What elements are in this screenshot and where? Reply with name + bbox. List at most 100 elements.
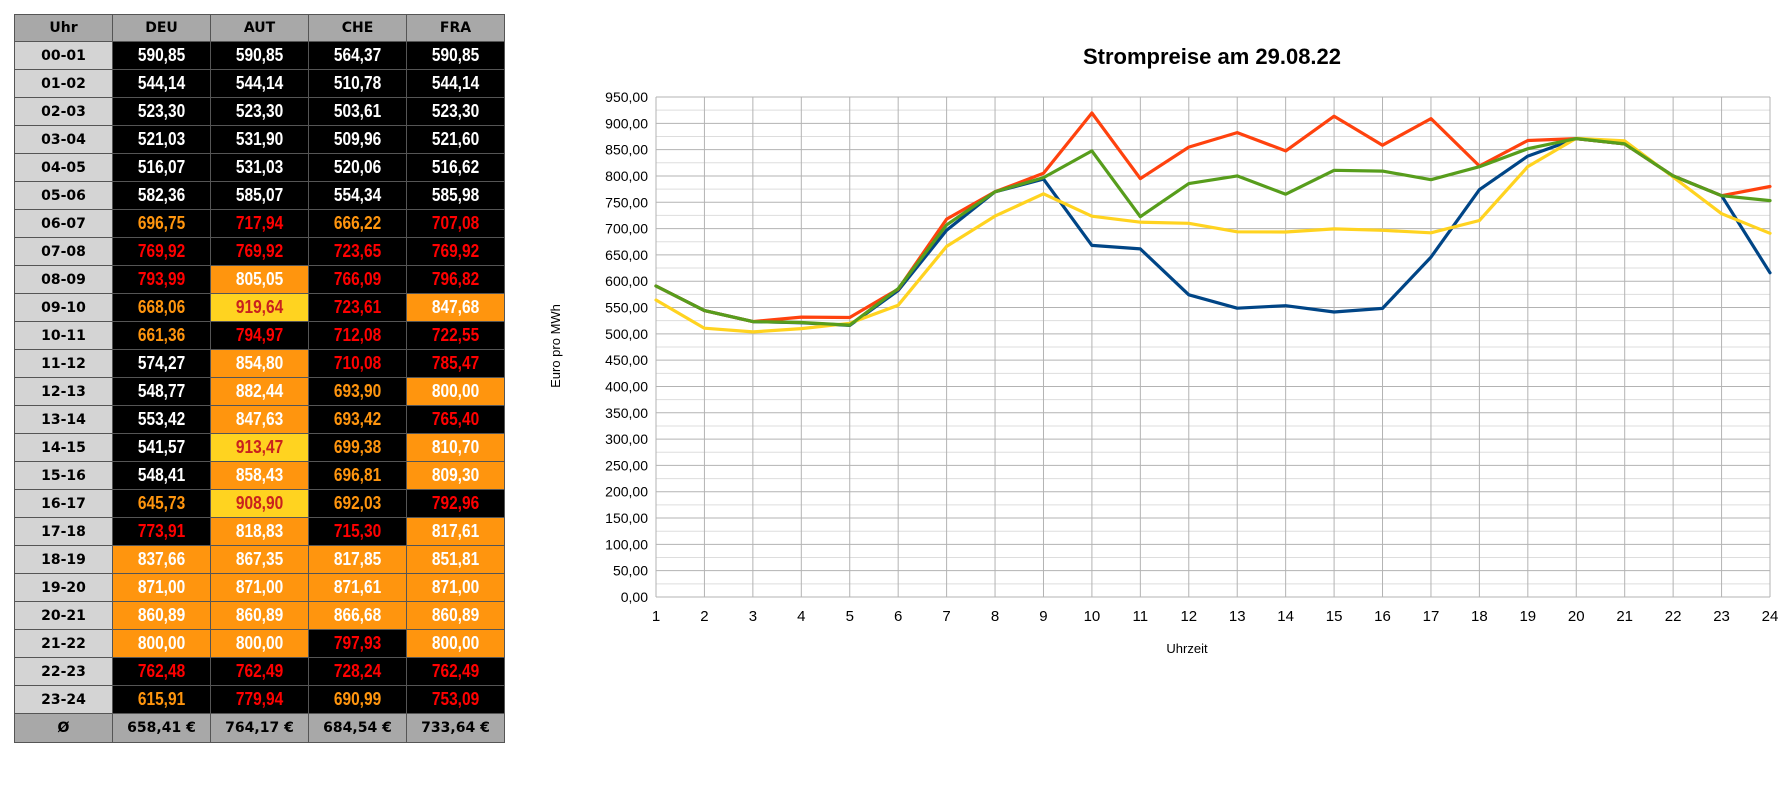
y-tick-label: 150,00	[605, 510, 648, 526]
price-value: 867,35	[235, 549, 284, 569]
price-cell-deu: 548,41	[112, 461, 211, 490]
price-cell-deu: 574,27	[112, 349, 211, 378]
price-value: 696,81	[333, 465, 382, 485]
column-header-che: CHE	[308, 14, 407, 42]
price-cell-aut: 800,00	[210, 629, 309, 658]
price-value: 723,65	[333, 241, 382, 261]
price-cell-aut: 818,83	[210, 517, 309, 546]
series-line-1	[654, 136, 1772, 327]
price-cell-deu: 769,92	[112, 237, 211, 266]
price-value: 712,08	[333, 325, 382, 345]
price-cell-aut: 531,03	[210, 153, 309, 182]
price-value: 582,36	[137, 185, 186, 205]
x-tick-label: 15	[1326, 608, 1343, 625]
price-value: 503,61	[333, 101, 382, 121]
price-cell-deu: 590,85	[112, 41, 211, 70]
price-cell-che: 666,22	[308, 209, 407, 238]
x-tick-label: 6	[894, 608, 902, 625]
hour-cell: 00-01	[14, 41, 113, 70]
x-tick-label: 2	[700, 608, 708, 625]
x-tick-label: 13	[1229, 608, 1246, 625]
table-row: 00-01 590,85 590,85 564,37 590,85	[14, 41, 505, 70]
price-value: 615,91	[137, 689, 186, 709]
price-cell-deu: 793,99	[112, 265, 211, 294]
x-tick-label: 5	[846, 608, 854, 625]
table-row: 05-06 582,36 585,07 554,34 585,98	[14, 181, 505, 210]
price-cell-aut: 847,63	[210, 405, 309, 434]
hour-cell: 14-15	[14, 433, 113, 462]
hour-cell: 21-22	[14, 629, 113, 658]
price-value: 858,43	[235, 465, 284, 485]
y-tick-label: 800,00	[605, 168, 648, 184]
x-tick-label: 16	[1374, 608, 1391, 625]
price-value: 564,37	[333, 45, 382, 65]
average-cell-deu: 658,41 €	[112, 713, 211, 743]
x-tick-label: 8	[991, 608, 999, 625]
price-value: 769,92	[235, 241, 284, 261]
table-row: 03-04 521,03 531,90 509,96 521,60	[14, 125, 505, 154]
y-tick-label: 850,00	[605, 142, 648, 158]
price-cell-deu: 860,89	[112, 601, 211, 630]
price-value: 762,48	[137, 661, 186, 681]
price-value: 699,38	[333, 437, 382, 457]
price-cell-che: 693,90	[308, 377, 407, 406]
price-value: 523,30	[431, 101, 480, 121]
series-line-2	[654, 111, 1772, 324]
x-tick-label: 9	[1039, 608, 1047, 625]
chart-title: Strompreise am 29.08.22	[1083, 44, 1341, 69]
price-cell-fra: 800,00	[406, 377, 505, 406]
price-value: 510,78	[333, 73, 382, 93]
price-cell-aut: 858,43	[210, 461, 309, 490]
price-cell-deu: 871,00	[112, 573, 211, 602]
price-cell-deu: 615,91	[112, 685, 211, 714]
y-tick-label: 500,00	[605, 326, 648, 342]
price-value: 805,05	[235, 269, 284, 289]
table-row: 12-13 548,77 882,44 693,90 800,00	[14, 377, 505, 406]
y-tick-label: 700,00	[605, 221, 648, 237]
x-tick-label: 22	[1665, 608, 1682, 625]
table-row: 20-21 860,89 860,89 866,68 860,89	[14, 601, 505, 630]
price-value: 800,00	[431, 633, 480, 653]
price-value: 860,89	[235, 605, 284, 625]
price-value: 769,92	[431, 241, 480, 261]
table-row: 11-12 574,27 854,80 710,08 785,47	[14, 349, 505, 378]
price-cell-aut: 805,05	[210, 265, 309, 294]
price-value: 779,94	[235, 689, 284, 709]
price-value: 509,96	[333, 129, 382, 149]
price-value: 707,08	[431, 213, 480, 233]
price-value: 753,09	[431, 689, 480, 709]
price-value: 792,96	[431, 493, 480, 513]
price-cell-fra: 521,60	[406, 125, 505, 154]
price-value: 860,89	[431, 605, 480, 625]
price-value: 871,61	[333, 577, 382, 597]
average-cell-che: 684,54 €	[308, 713, 407, 743]
price-value: 851,81	[431, 549, 480, 569]
hour-cell: 13-14	[14, 405, 113, 434]
price-cell-deu: 516,07	[112, 153, 211, 182]
price-cell-fra: 792,96	[406, 489, 505, 518]
y-tick-label: 600,00	[605, 273, 648, 289]
price-value: 860,89	[137, 605, 186, 625]
price-value: 818,83	[235, 521, 284, 541]
price-value: 800,00	[431, 381, 480, 401]
hour-cell: 20-21	[14, 601, 113, 630]
price-line-chart: 0,00 50,00 100,00 150,00 200,00 250,00 300,00 3…	[548, 44, 1778, 656]
price-value: 762,49	[235, 661, 284, 681]
table-row: 09-10 668,06 919,64 723,61 847,68	[14, 293, 505, 322]
price-cell-fra: 707,08	[406, 209, 505, 238]
price-value: 696,75	[137, 213, 186, 233]
price-cell-fra: 769,92	[406, 237, 505, 266]
price-value: 666,22	[333, 213, 382, 233]
price-cell-deu: 773,91	[112, 517, 211, 546]
table-row: 21-22 800,00 800,00 797,93 800,00	[14, 629, 505, 658]
price-value: 554,34	[333, 185, 382, 205]
table-row: 15-16 548,41 858,43 696,81 809,30	[14, 461, 505, 490]
price-cell-fra: 516,62	[406, 153, 505, 182]
hour-cell: 05-06	[14, 181, 113, 210]
table-row: 13-14 553,42 847,63 693,42 765,40	[14, 405, 505, 434]
x-tick-label: 4	[797, 608, 805, 625]
price-cell-fra: 871,00	[406, 573, 505, 602]
hour-cell: 18-19	[14, 545, 113, 574]
price-cell-deu: 668,06	[112, 293, 211, 322]
price-value: 762,49	[431, 661, 480, 681]
